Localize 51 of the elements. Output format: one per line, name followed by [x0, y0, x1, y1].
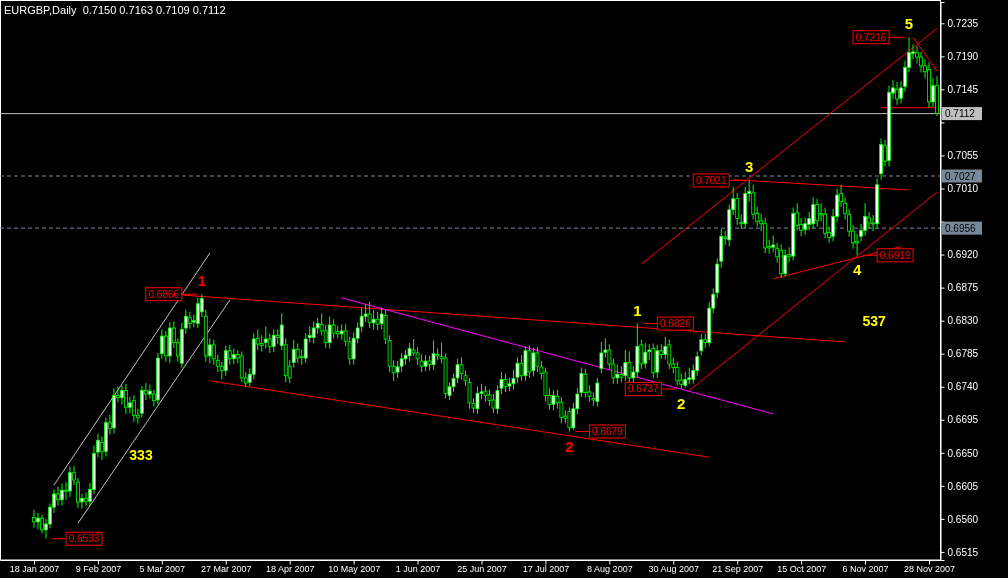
x-tick-label: 6 Nov 2007 [842, 564, 889, 574]
y-tick-label: 0.6920 [947, 249, 979, 261]
annotation: 0.6826 [660, 318, 692, 330]
annotation: 1 [633, 301, 642, 319]
x-tick-label: 5 Mar 2007 [139, 564, 186, 574]
x-tick-label: 28 Nov 2007 [903, 564, 956, 574]
annotation: 0.6866 [148, 288, 180, 300]
y-tick-label: 0.7145 [947, 84, 979, 96]
y-tick-label: 0.7010 [947, 183, 979, 195]
x-tick-label: 10 May 2007 [328, 564, 381, 574]
annotation: 537 [862, 312, 887, 329]
x-tick-label: 15 Oct 2007 [777, 564, 827, 574]
y-tick-label: 0.7190 [947, 51, 979, 63]
annotation: 0.6533 [68, 533, 100, 545]
annotation: 0.7021 [695, 174, 727, 186]
y-tick-label: 0.6605 [947, 480, 979, 492]
x-tick-label: 8 Aug 2007 [587, 564, 633, 574]
x-tick-label: 25 Jun 2007 [457, 564, 507, 574]
x-tick-label: 17 Jul 2007 [522, 564, 570, 574]
annotation: 0.6919 [879, 249, 911, 261]
y-tick-label: 0.6830 [947, 315, 979, 327]
y-tick-label: 0.6650 [947, 447, 979, 459]
annotation: 1 [197, 272, 206, 290]
x-tick-label: 18 Jan 2007 [9, 564, 60, 574]
annotation: 4 [852, 261, 862, 279]
x-tick-label: 18 Apr 2007 [265, 564, 315, 574]
annotation: 2 [565, 437, 574, 455]
y-tick-label: 0.6875 [947, 282, 979, 294]
y-tick-label: 0.6695 [947, 414, 979, 426]
y-tick-label: 0.6560 [947, 513, 979, 525]
x-tick-label: 27 Mar 2007 [201, 564, 252, 574]
y-tick-label: 0.7235 [947, 17, 979, 29]
y-tick-label: 0.7055 [947, 150, 979, 162]
x-tick-label: 1 Jun 2007 [395, 564, 441, 574]
annotation: 0.7216 [855, 31, 887, 43]
annotation: 0.6737 [627, 383, 660, 395]
y-tick-label: 0.6785 [947, 348, 979, 360]
chart-title: EURGBP,Daily 0.7150 0.7163 0.7109 0.7112 [4, 4, 226, 16]
x-tick-label: 21 Sep 2007 [712, 564, 764, 574]
y-tick-label: 0.6740 [947, 381, 979, 393]
annotation: 3 [745, 158, 754, 176]
ref-line-label: 0.7027 [945, 170, 977, 182]
y-tick-label: 0.6515 [947, 546, 979, 558]
annotation: 333 [129, 446, 153, 463]
annotation: 2 [677, 394, 686, 412]
annotation: 0.6679 [592, 426, 624, 438]
x-tick-label: 9 Feb 2007 [75, 564, 122, 574]
annotation: 5 [904, 15, 914, 33]
ref-line-label: 0.7112 [945, 108, 976, 120]
ref-line-label: 0.6956 [945, 222, 977, 234]
x-tick-label: 30 Aug 2007 [648, 564, 700, 574]
